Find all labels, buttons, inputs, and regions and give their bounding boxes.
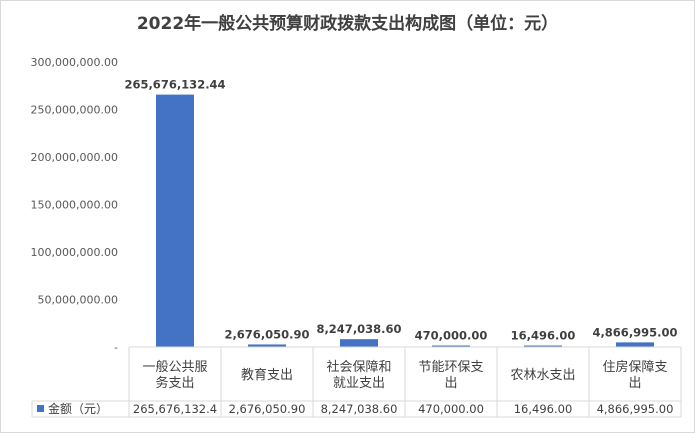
x-tick-label: 农林水支出 (510, 368, 575, 383)
y-tick-label: 100,000,000.00 (31, 246, 118, 259)
data-label: 265,676,132.44 (124, 78, 225, 92)
x-tick-label: 一般公共服 (142, 359, 207, 375)
x-tick-label: 教育支出 (241, 367, 293, 383)
y-tick-label: - (114, 341, 118, 354)
x-tick-label: 节能环保支 (418, 360, 483, 375)
bar (340, 339, 378, 347)
x-tick-label: 就业支出 (333, 376, 385, 391)
y-tick-label: 300,000,000.00 (31, 56, 118, 69)
data-label: 470,000.00 (415, 329, 488, 343)
table-cell: 4,866,995.00 (597, 402, 674, 416)
bar (432, 345, 470, 347)
data-label: 2,676,050.90 (224, 327, 309, 341)
data-label: 8,247,038.60 (316, 322, 401, 336)
table-cell: 2,676,050.90 (229, 402, 306, 416)
x-tick-label: 住房保障支 (602, 359, 667, 375)
y-tick-label: 50,000,000.00 (38, 294, 118, 307)
chart-title: 2022年一般公共预算财政拨款支出构成图（单位：元） (136, 14, 559, 34)
y-tick-label: 250,000,000.00 (31, 104, 118, 117)
table-cell: 265,676,132.4 (133, 402, 217, 416)
x-tick-label: 社会保障和 (326, 359, 391, 375)
bar (248, 344, 286, 347)
table-cell: 470,000.00 (418, 402, 484, 416)
bar (616, 342, 654, 347)
legend-label: 金额（元） (48, 401, 108, 416)
y-tick-label: 150,000,000.00 (31, 199, 118, 212)
bar (524, 345, 562, 347)
legend-key (37, 405, 44, 412)
y-tick-label: 200,000,000.00 (31, 151, 118, 164)
x-tick-label: 出 (628, 376, 641, 391)
data-label: 4,866,995.00 (592, 325, 677, 339)
x-tick-label: 务支出 (155, 375, 194, 391)
bar (156, 94, 194, 348)
table-cell: 8,247,038.60 (321, 402, 398, 416)
data-label: 16,496.00 (511, 329, 576, 343)
x-tick-label: 出 (444, 376, 457, 391)
table-cell: 16,496.00 (514, 402, 573, 416)
